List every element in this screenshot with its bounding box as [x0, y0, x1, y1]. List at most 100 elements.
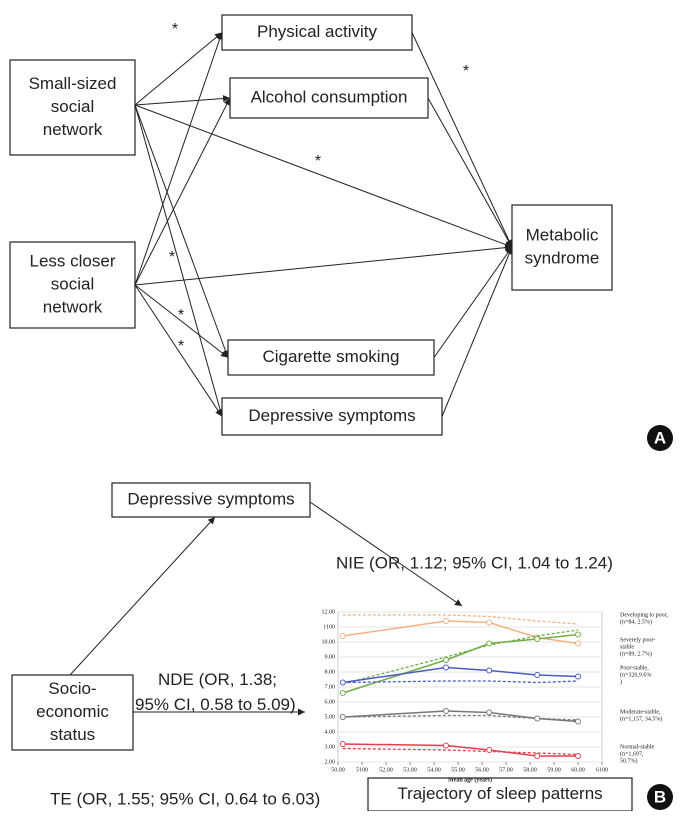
- x-tick-label: 56.00: [475, 767, 489, 773]
- x-tick-label: 59.00: [547, 767, 561, 773]
- y-tick-label: 3.00: [325, 744, 336, 750]
- label: NDE (OR, 1.38;: [158, 670, 277, 689]
- label: Physical activity: [257, 22, 377, 41]
- point: [443, 742, 449, 749]
- legend-label: (n=89, 2.7%): [620, 650, 652, 657]
- point: [443, 664, 449, 671]
- arrow: [69, 516, 216, 676]
- point: [443, 618, 449, 624]
- significance-mark: *: [172, 21, 178, 38]
- legend-label: (n=320,9.6%: [620, 671, 651, 678]
- arrow: [134, 32, 223, 106]
- label: TE (OR, 1.55; 95% CI, 0.64 to 6.03): [50, 789, 320, 808]
- arrow: [134, 104, 513, 248]
- label: Metabolic: [526, 225, 599, 244]
- arrow: [134, 284, 229, 358]
- x-tick-label: 6100: [596, 767, 608, 773]
- legend-label: Poor-stable,: [620, 665, 649, 671]
- point: [534, 672, 541, 678]
- node-box: [9, 241, 136, 329]
- label: Depressive symptoms: [248, 406, 415, 425]
- inset-chart: 2.00 3.00 4.00 5.00 6.00 7.00 8.00 9.00 10.00 110…: [322, 609, 669, 783]
- significance-mark: *: [178, 338, 184, 355]
- badge-label: A: [654, 428, 666, 447]
- point: [486, 619, 493, 626]
- y-tick-label: 1100: [323, 624, 335, 630]
- y-tick-label: 6.00: [325, 699, 336, 705]
- legend-label: (n=1,697,: [620, 750, 644, 757]
- point: [575, 640, 581, 647]
- fitted-line: [342, 614, 579, 625]
- label: status: [50, 725, 95, 744]
- node-box: [9, 59, 136, 156]
- legend-label: Severely poor-: [620, 637, 655, 643]
- arrow: [309, 501, 463, 607]
- node-box: [221, 397, 443, 436]
- label: network: [43, 120, 103, 139]
- point: [486, 640, 493, 647]
- point: [575, 718, 581, 725]
- arrow: [411, 32, 513, 248]
- label: social: [51, 274, 94, 293]
- node-box: [229, 77, 429, 119]
- legend-label: Normal-stable: [620, 744, 655, 750]
- point: [486, 747, 493, 753]
- y-tick-label: 12.00: [322, 609, 336, 615]
- fitted-line: [342, 680, 579, 684]
- significance-mark: *: [315, 153, 321, 170]
- point: [339, 679, 346, 686]
- node-box: [511, 204, 613, 291]
- legend-label: stable: [620, 644, 634, 650]
- badge: [647, 425, 673, 451]
- y-tick-label: 5.00: [325, 714, 336, 720]
- significance-mark: *: [463, 63, 469, 80]
- point: [443, 657, 449, 663]
- x-tick-label: 52.00: [379, 767, 393, 773]
- significance-mark: *: [169, 249, 175, 266]
- arrow: [433, 246, 513, 358]
- node-box: [367, 777, 633, 812]
- label: Alcohol consumption: [251, 87, 408, 106]
- label: 95% CI, 0.58 to 5.09): [135, 695, 296, 714]
- legend-label: (n=84, 2.5%): [620, 618, 652, 625]
- x-tick-label: 55.00: [451, 767, 465, 773]
- point: [339, 633, 346, 639]
- x-axis-label: Mean age (years): [448, 776, 492, 783]
- y-tick-label: 10.00: [322, 639, 336, 645]
- point: [339, 741, 346, 747]
- x-tick-label: 53.00: [403, 767, 417, 773]
- label: Depressive symptoms: [127, 489, 294, 508]
- label: Trajectory of sleep patterns: [397, 784, 602, 803]
- arrow: [134, 32, 224, 286]
- x-tick-label: 58.00: [523, 767, 537, 773]
- point: [534, 753, 541, 759]
- label: syndrome: [525, 248, 600, 267]
- label: economic: [36, 702, 109, 721]
- legend-label: ): [620, 678, 622, 685]
- y-tick-label: 7.00: [325, 684, 336, 690]
- label: network: [43, 297, 103, 316]
- arrow: [441, 246, 513, 417]
- badge: [647, 784, 673, 810]
- arrow: [134, 244, 513, 286]
- x-tick-label: 5100: [356, 767, 368, 773]
- point: [575, 753, 581, 759]
- x-tick-label: 60.00: [571, 767, 585, 773]
- legend-label: Moderate-stable,: [620, 709, 661, 715]
- point: [486, 667, 493, 674]
- x-tick-label: 50.00: [331, 767, 345, 773]
- x-tick-label: 54.00: [427, 767, 441, 773]
- badge-label: B: [654, 787, 666, 806]
- point: [443, 708, 449, 714]
- label: Socio-: [48, 679, 96, 698]
- point: [339, 690, 346, 696]
- arrow: [427, 97, 513, 248]
- node-box: [111, 482, 311, 518]
- arrow: [134, 104, 224, 417]
- arrow: [134, 284, 223, 417]
- point: [339, 714, 346, 720]
- node-box: [221, 14, 413, 51]
- point: [534, 636, 541, 642]
- label: Cigarette smoking: [262, 347, 399, 366]
